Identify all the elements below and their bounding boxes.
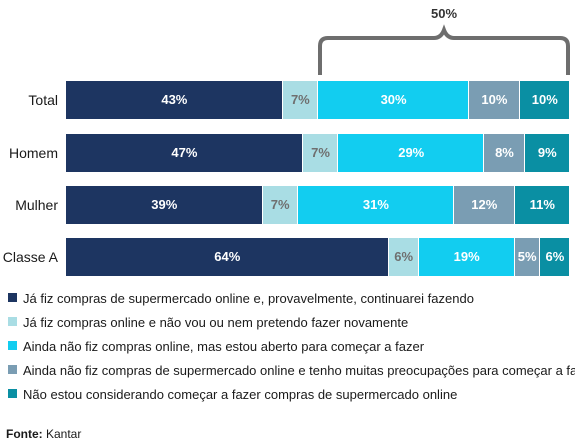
data-label: 7%	[311, 145, 330, 160]
data-label: 47%	[171, 145, 198, 160]
data-label: 12%	[471, 197, 498, 212]
data-label: 10%	[481, 92, 508, 107]
data-label: 10%	[531, 92, 558, 107]
data-label: 64%	[214, 249, 241, 264]
legend-label: Ainda não fiz compras online, mas estou …	[23, 339, 425, 354]
bar-segment	[539, 238, 569, 276]
legend-item: Ainda não fiz compras online, mas estou …	[8, 339, 424, 355]
bar-segment	[262, 186, 297, 224]
data-label: 6%	[394, 249, 414, 264]
data-label: 39%	[151, 197, 178, 212]
legend-swatch	[8, 293, 17, 302]
legend-swatch	[8, 317, 17, 326]
bracket-path	[318, 24, 570, 75]
bar-segment	[514, 186, 569, 224]
bar-segment	[318, 81, 469, 119]
legend-label: Já fiz compras online e não vou ou nem p…	[23, 315, 409, 330]
bracket-label: 50%	[430, 6, 458, 21]
data-label: 31%	[362, 197, 389, 212]
data-label: 30%	[380, 92, 407, 107]
legend-swatch	[8, 341, 17, 350]
bracket-50-percent	[318, 24, 570, 75]
bar-segment	[519, 81, 569, 119]
bar-segment	[469, 81, 519, 119]
data-label: 5%	[517, 249, 537, 264]
bar-segment	[66, 81, 282, 119]
bar-segment	[454, 186, 514, 224]
data-label: 7%	[290, 92, 310, 107]
category-label-mulher: Mulher	[15, 197, 58, 213]
data-label: 11%	[529, 197, 555, 212]
legend-item: Não estou considerando começar a fazer c…	[8, 387, 457, 403]
data-label: 43%	[161, 92, 188, 107]
legend-label: Já fiz compras de supermercado online e,…	[23, 291, 474, 306]
bar-segment	[302, 134, 338, 172]
source-note: Fonte: Kantar	[6, 427, 81, 441]
bar-segment	[388, 238, 418, 276]
data-label: 8%	[495, 145, 514, 160]
legend-swatch	[8, 365, 17, 374]
category-label-total: Total	[28, 92, 58, 108]
legend-label: Ainda não fiz compras de supermercado on…	[23, 363, 575, 378]
legend-item: Já fiz compras de supermercado online e,…	[8, 291, 474, 307]
bar-segment	[484, 134, 524, 172]
bar-segment	[297, 186, 454, 224]
legend-item: Ainda não fiz compras de supermercado on…	[8, 363, 575, 379]
data-label: 6%	[545, 249, 565, 264]
bar-segment	[418, 238, 514, 276]
bar-segment	[338, 134, 484, 172]
bar-segment	[282, 81, 317, 119]
bar-segment	[66, 186, 262, 224]
legend-label: Não estou considerando começar a fazer c…	[23, 387, 458, 402]
source-text: Kantar	[46, 427, 82, 441]
data-label: 29%	[398, 145, 425, 160]
legend-swatch	[8, 389, 17, 398]
bar-segment	[66, 134, 302, 172]
source-label: Fonte:	[6, 427, 43, 441]
legend-item: Já fiz compras online e não vou ou nem p…	[8, 315, 408, 331]
data-label: 9%	[537, 145, 557, 160]
bar-segment	[66, 238, 388, 276]
category-label-classe-a: Classe A	[2, 249, 58, 265]
data-label: 7%	[270, 197, 290, 212]
data-label: 19%	[453, 249, 480, 264]
bar-segment	[524, 134, 569, 172]
bar-segment	[514, 238, 539, 276]
category-label-homem: Homem	[8, 145, 58, 161]
